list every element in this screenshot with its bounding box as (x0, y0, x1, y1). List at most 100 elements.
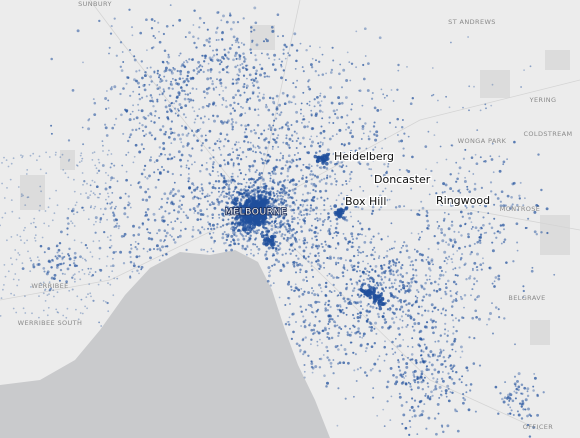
dot (248, 236, 251, 239)
dot (327, 303, 330, 307)
dot (227, 187, 231, 191)
dot (449, 238, 453, 242)
dot (356, 283, 359, 286)
dot (302, 115, 305, 118)
dot (367, 262, 369, 265)
dot (327, 257, 331, 260)
dot (234, 186, 237, 189)
dot (357, 261, 360, 265)
dot (129, 133, 133, 136)
dot (340, 344, 343, 347)
dot (355, 270, 359, 273)
dot (167, 86, 171, 90)
dot (497, 308, 500, 311)
dot (106, 236, 109, 239)
dot (31, 312, 33, 315)
dot (417, 305, 421, 309)
dot (432, 93, 435, 96)
dot (437, 283, 440, 286)
dot (283, 222, 286, 225)
dot (66, 227, 69, 230)
dot (372, 280, 375, 284)
dot (142, 84, 146, 88)
dot (396, 269, 399, 272)
dot (146, 177, 149, 180)
dot (294, 187, 297, 191)
dot (390, 190, 393, 193)
dot (216, 114, 219, 118)
dot (443, 260, 446, 263)
dot (106, 90, 108, 92)
dot (279, 269, 283, 272)
dot (341, 157, 344, 159)
dot (149, 112, 153, 115)
dot (158, 247, 161, 250)
dot (254, 58, 258, 62)
dot (448, 354, 452, 358)
dot (205, 104, 208, 107)
dot (406, 281, 409, 284)
dot (43, 222, 46, 225)
dot (357, 288, 360, 291)
dot (279, 226, 282, 229)
dot (222, 179, 226, 183)
dot (211, 58, 214, 61)
dot (443, 332, 446, 336)
dot (267, 140, 271, 144)
dot (321, 143, 324, 146)
dot (173, 131, 176, 135)
dot (156, 232, 159, 235)
dot (315, 238, 319, 242)
dot (164, 133, 167, 136)
dot (178, 234, 182, 238)
dot (321, 53, 324, 56)
dot (507, 393, 510, 397)
dot (140, 109, 144, 113)
dot (186, 61, 189, 64)
dot (384, 137, 387, 140)
dot (243, 60, 246, 63)
dot (272, 210, 276, 214)
dot (430, 372, 434, 376)
dot (493, 280, 496, 283)
dot (465, 206, 468, 209)
dot (418, 344, 422, 348)
dot (498, 169, 502, 173)
dot (385, 353, 388, 356)
dot (150, 18, 154, 21)
dot (330, 274, 334, 278)
dot (295, 49, 299, 52)
dot (392, 263, 395, 266)
dot (84, 243, 88, 247)
dot (285, 213, 288, 216)
dot (458, 166, 462, 170)
dot (526, 423, 530, 427)
dot (467, 408, 471, 412)
suburb-label: Heidelberg (334, 150, 394, 163)
dot (172, 194, 175, 198)
dot (376, 108, 380, 112)
dot (389, 268, 393, 272)
dot (161, 125, 165, 128)
dot (263, 195, 267, 198)
dot (488, 222, 491, 225)
dot (267, 230, 271, 233)
dot (337, 334, 340, 338)
dot (47, 260, 50, 263)
dot (342, 274, 345, 278)
dot (380, 271, 384, 275)
dot (394, 264, 397, 267)
dot (93, 113, 97, 117)
dot (469, 253, 472, 256)
dot (94, 205, 97, 208)
dot (251, 211, 257, 217)
dot (231, 120, 235, 124)
dot (401, 354, 404, 357)
dot (138, 150, 142, 154)
dot (221, 38, 224, 41)
dot (345, 195, 349, 198)
dot (344, 96, 348, 99)
dot (402, 154, 405, 157)
dot (270, 227, 274, 231)
dot (221, 31, 224, 35)
